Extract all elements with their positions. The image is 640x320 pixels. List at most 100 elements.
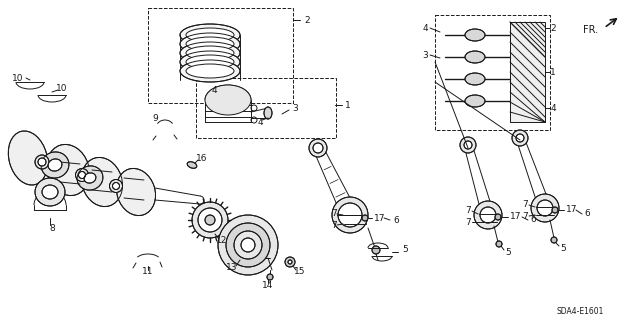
- Text: 4: 4: [550, 103, 556, 113]
- Ellipse shape: [47, 144, 90, 196]
- Circle shape: [241, 238, 255, 252]
- Ellipse shape: [116, 168, 156, 216]
- Text: 11: 11: [142, 268, 154, 276]
- Text: 2: 2: [304, 15, 310, 25]
- Bar: [148, 8, 293, 103]
- Text: 12: 12: [216, 236, 228, 244]
- Ellipse shape: [8, 131, 48, 185]
- Text: 7: 7: [522, 212, 528, 220]
- Text: 16: 16: [196, 154, 208, 163]
- Text: 7: 7: [522, 199, 528, 209]
- Circle shape: [496, 241, 502, 247]
- Text: 7: 7: [331, 209, 337, 218]
- Ellipse shape: [186, 64, 234, 78]
- Text: SDA4-E1601: SDA4-E1601: [556, 308, 604, 316]
- Ellipse shape: [465, 95, 485, 107]
- Text: 5: 5: [402, 244, 408, 253]
- Circle shape: [192, 202, 228, 238]
- Ellipse shape: [35, 178, 65, 206]
- Circle shape: [512, 130, 528, 146]
- Text: 7: 7: [465, 205, 471, 214]
- Ellipse shape: [186, 55, 234, 69]
- Ellipse shape: [180, 42, 240, 64]
- Text: 8: 8: [49, 223, 55, 233]
- Ellipse shape: [180, 60, 240, 82]
- Text: 10: 10: [12, 74, 24, 83]
- Circle shape: [495, 214, 501, 220]
- Text: 2: 2: [550, 23, 556, 33]
- Text: 7: 7: [331, 220, 337, 229]
- Text: 13: 13: [227, 263, 237, 273]
- Circle shape: [288, 260, 292, 264]
- Circle shape: [474, 201, 502, 229]
- Ellipse shape: [41, 152, 69, 178]
- Circle shape: [234, 231, 262, 259]
- Text: 6: 6: [584, 209, 590, 218]
- Text: 17: 17: [374, 213, 386, 222]
- Bar: [196, 78, 336, 138]
- Circle shape: [372, 246, 380, 254]
- Text: 17: 17: [510, 212, 522, 220]
- Circle shape: [338, 203, 362, 227]
- Circle shape: [309, 139, 327, 157]
- Text: 4: 4: [211, 85, 217, 94]
- Text: 14: 14: [262, 281, 274, 290]
- Text: 1: 1: [345, 100, 351, 109]
- Ellipse shape: [42, 185, 58, 199]
- Ellipse shape: [465, 51, 485, 63]
- Ellipse shape: [35, 155, 49, 169]
- Bar: [435, 15, 550, 130]
- Text: 17: 17: [566, 204, 578, 213]
- Ellipse shape: [264, 107, 272, 119]
- Circle shape: [480, 207, 496, 223]
- Circle shape: [313, 143, 323, 153]
- Circle shape: [537, 200, 553, 216]
- Ellipse shape: [186, 46, 234, 60]
- Text: 6: 6: [393, 215, 399, 225]
- Ellipse shape: [186, 28, 234, 42]
- Ellipse shape: [180, 33, 240, 55]
- Circle shape: [516, 134, 524, 142]
- Circle shape: [226, 223, 270, 267]
- Text: 5: 5: [505, 247, 511, 257]
- Ellipse shape: [109, 180, 122, 193]
- Ellipse shape: [76, 169, 88, 181]
- Text: 6: 6: [530, 214, 536, 223]
- Circle shape: [551, 237, 557, 243]
- Ellipse shape: [465, 73, 485, 85]
- Ellipse shape: [81, 157, 122, 207]
- Circle shape: [218, 215, 278, 275]
- Circle shape: [362, 215, 368, 221]
- Ellipse shape: [180, 24, 240, 46]
- Circle shape: [267, 274, 273, 280]
- Circle shape: [552, 207, 558, 213]
- Text: 4: 4: [422, 23, 428, 33]
- Ellipse shape: [186, 37, 234, 51]
- Circle shape: [198, 208, 222, 232]
- Ellipse shape: [84, 173, 96, 183]
- Ellipse shape: [38, 158, 46, 166]
- Text: 1: 1: [550, 68, 556, 76]
- Text: 15: 15: [294, 268, 306, 276]
- Text: 9: 9: [152, 114, 158, 123]
- Ellipse shape: [113, 182, 120, 189]
- Bar: [510, 22, 545, 122]
- Text: 4: 4: [257, 117, 263, 126]
- Circle shape: [460, 137, 476, 153]
- Circle shape: [332, 197, 368, 233]
- Text: 3: 3: [292, 103, 298, 113]
- Circle shape: [464, 141, 472, 149]
- Ellipse shape: [79, 172, 86, 179]
- Ellipse shape: [187, 162, 197, 168]
- Text: FR.: FR.: [583, 25, 598, 35]
- Text: 10: 10: [56, 84, 68, 92]
- Circle shape: [531, 194, 559, 222]
- Ellipse shape: [77, 166, 103, 190]
- Ellipse shape: [48, 159, 62, 171]
- Text: 3: 3: [422, 51, 428, 60]
- Text: 5: 5: [560, 244, 566, 252]
- Circle shape: [285, 257, 295, 267]
- Circle shape: [216, 101, 224, 109]
- Ellipse shape: [205, 85, 251, 115]
- Circle shape: [205, 215, 215, 225]
